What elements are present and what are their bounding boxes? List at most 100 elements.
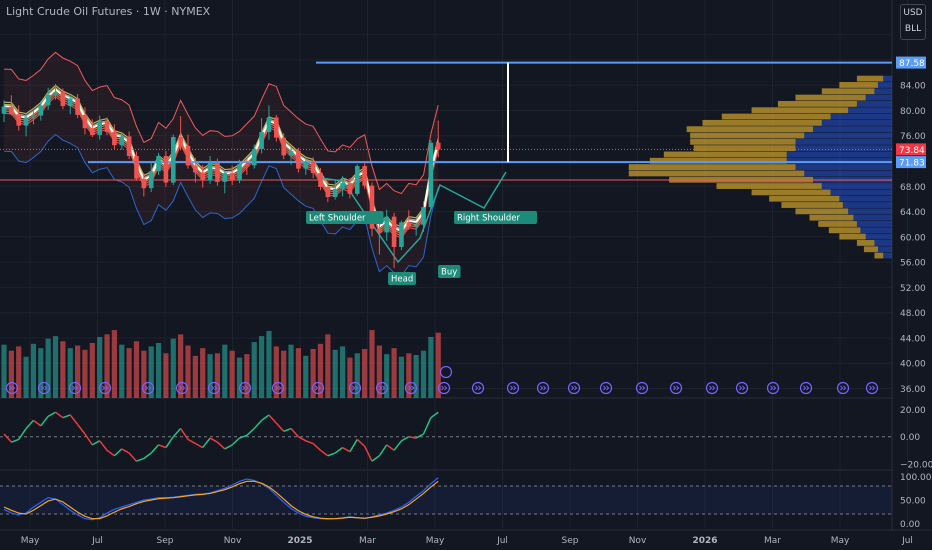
volume-bar	[332, 349, 338, 398]
osc-segment	[349, 439, 358, 453]
volume-bar	[435, 332, 441, 398]
volume-profile-bar	[839, 195, 892, 202]
volume-profile-bar	[821, 88, 875, 95]
candle-body	[200, 172, 206, 181]
volume-profile-bar	[856, 240, 875, 246]
volume-bar	[236, 357, 243, 398]
volume-bar	[259, 336, 265, 398]
symbol-title[interactable]: Light Crude Oil Futures · 1W · NYMEX	[6, 5, 211, 18]
candle-body	[45, 94, 51, 106]
candle-body	[163, 155, 169, 183]
time-tick-label: May	[21, 536, 40, 546]
osc-segment	[18, 428, 27, 440]
volume-bar	[82, 349, 88, 398]
time-tick-label: Sep	[157, 536, 174, 546]
volume-bar	[170, 338, 176, 398]
volume-profile-bar	[821, 119, 892, 126]
price-tick-label: 64.00	[900, 208, 926, 218]
candle-body	[325, 186, 331, 198]
candle-body	[266, 117, 272, 132]
head-label: Head	[391, 275, 413, 285]
volume-bar	[155, 342, 162, 398]
osc-segment	[55, 411, 64, 419]
osc-segment	[3, 433, 12, 443]
volume-bar	[104, 334, 110, 398]
event-icon	[98, 381, 112, 395]
stoch-band	[0, 486, 892, 514]
osc-segment	[113, 448, 123, 457]
candle-body	[16, 114, 22, 126]
volume-bar	[60, 341, 66, 398]
volume-bar	[384, 354, 390, 398]
left-shoulder-label: Left Shoulder	[309, 214, 366, 224]
osc-segment	[106, 449, 115, 457]
osc-segment	[47, 411, 56, 417]
price-tick-label: 44.00	[900, 334, 926, 344]
candle-body	[237, 164, 242, 181]
candle-body	[67, 98, 73, 107]
osc-tick-label: 0.00	[900, 433, 920, 443]
event-icon-chevron	[475, 385, 482, 391]
price-tick-label: 84.00	[900, 82, 926, 92]
time-tick-label: Jul	[901, 536, 913, 546]
event-icon-chevron	[803, 385, 810, 391]
key-level-badge: 71.83	[899, 159, 925, 169]
volume-profile-bar	[781, 202, 843, 208]
osc-segment	[253, 419, 263, 430]
volume-bar	[8, 350, 14, 398]
left-shoulder-label-bg	[306, 211, 384, 224]
volume-profile-bar	[751, 107, 849, 114]
volume-profile-bar	[828, 227, 861, 234]
volume-bar	[192, 355, 198, 398]
volume-profile-bar	[804, 132, 892, 139]
event-icon	[836, 381, 850, 395]
event-icon	[238, 381, 252, 395]
volume-profile-bar	[877, 82, 892, 88]
osc-segment	[283, 427, 292, 432]
osc-segment	[69, 414, 79, 425]
candle-body	[340, 183, 345, 189]
event-icon	[404, 381, 418, 395]
osc-segment	[261, 414, 270, 422]
volume-bar	[89, 342, 95, 398]
volume-bar	[376, 345, 382, 398]
volume-profile-bar	[874, 88, 892, 95]
volume-bar	[133, 341, 140, 398]
volume-profile-bar	[663, 151, 787, 158]
candle-body	[97, 121, 102, 136]
osc-tick-label: −20.00	[900, 460, 932, 470]
volume-bar	[251, 342, 257, 398]
osc-segment	[77, 424, 86, 435]
volume-profile-bar	[839, 233, 866, 240]
volume-profile-bar	[813, 126, 892, 133]
time-tick-label: 2025	[287, 536, 312, 546]
candle-body	[229, 173, 235, 181]
time-tick-label: Jul	[91, 536, 103, 546]
volume-bar	[406, 353, 412, 398]
volume-bar	[391, 348, 397, 398]
volume-bar	[428, 336, 434, 398]
volume-profile-bar	[693, 145, 796, 152]
candle-body	[354, 166, 360, 194]
volume-profile-bar	[690, 138, 796, 145]
event-icon	[635, 381, 649, 395]
event-icon-chevron	[102, 385, 109, 391]
osc-segment	[143, 452, 152, 460]
osc-segment	[298, 436, 307, 442]
volume-profile-bar	[795, 94, 866, 101]
event-icon	[799, 381, 813, 395]
candle-body	[193, 165, 198, 173]
event-icon	[865, 381, 879, 395]
event-icon-chevron	[770, 385, 777, 391]
volume-bar	[347, 357, 353, 398]
candle-body	[318, 173, 323, 187]
price-tick-label: 40.00	[900, 360, 926, 370]
event-icon	[669, 381, 683, 395]
volume-profile-bar	[874, 252, 884, 259]
event-icon-chevron	[9, 385, 16, 391]
volume-profile-bar	[883, 252, 892, 259]
currency-unit-toggle[interactable]: USD BLL	[900, 4, 926, 40]
candle-body	[281, 137, 286, 156]
volume-bar	[111, 330, 117, 398]
